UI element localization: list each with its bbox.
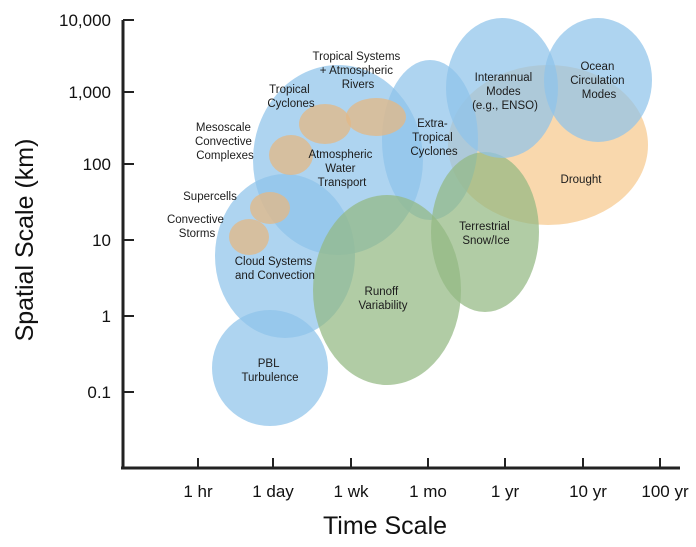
label-cloud-systems: Cloud Systems and Convection (235, 256, 316, 282)
label-interannual-modes: Interannual Modes (e.g., ENSO) (472, 72, 538, 112)
label-atmospheric-water-transport: Atmospheric Water Transport (308, 149, 375, 189)
x-tick-label: 1 wk (334, 482, 369, 501)
bubble-mesoscale-convective-complexes (269, 135, 313, 175)
bubble-tropical-cyclones (299, 104, 351, 144)
x-axis-title: Time Scale (323, 512, 447, 540)
bubble-runoff-variability (313, 195, 461, 385)
bubble-interannual-modes (446, 18, 558, 158)
label-drought: Drought (561, 174, 603, 186)
y-axis-title: Spatial Scale (km) (11, 139, 39, 342)
label-mesoscale-convective-complexes: Mesoscale Convective Complexes (195, 122, 255, 162)
bubble-tropical-systems (346, 98, 406, 136)
label-tropical-systems: Tropical Systems + Atmospheric Rivers (313, 51, 404, 91)
x-tick-labels: 1 hr 1 day 1 wk 1 mo 1 yr 10 yr 100 yr (183, 482, 689, 501)
y-tick-label: 10 (92, 231, 111, 250)
axes (121, 19, 680, 470)
x-tick-label: 10 yr (569, 482, 607, 501)
y-tick-label: 1,000 (68, 83, 111, 102)
bubble-ocean-circulation (544, 18, 652, 142)
y-tick-labels: 10,000 1,000 100 10 1 0.1 (59, 11, 111, 402)
x-tick-label: 1 mo (409, 482, 447, 501)
label-runoff-variability: Runoff Variability (359, 286, 408, 312)
label-ocean-circulation: Ocean Circulation Modes (570, 61, 628, 101)
label-tropical-cyclones: Tropical Cyclones (267, 84, 315, 110)
x-tick-label: 1 day (252, 482, 294, 501)
label-terrestrial-snow-ice: Terrestrial Snow/Ice (459, 221, 513, 247)
bubble-pbl-turbulence (212, 310, 328, 426)
bubble-labels: PBL Turbulence Cloud Systems and Convect… (167, 51, 628, 384)
bubble-terrestrial-snow-ice (431, 152, 539, 312)
label-extra-tropical-cyclones: Extra- Tropical Cyclones (410, 118, 458, 158)
label-convective-storms: Convective Storms (167, 214, 227, 240)
y-tick-label: 100 (83, 155, 111, 174)
y-tick-label: 10,000 (59, 11, 111, 30)
x-tick-label: 1 hr (183, 482, 213, 501)
y-tick-label: 1 (102, 307, 111, 326)
x-tick-label: 1 yr (491, 482, 520, 501)
x-tick-label: 100 yr (641, 482, 689, 501)
bubble-convective-storms (229, 219, 269, 255)
y-tick-label: 0.1 (87, 383, 111, 402)
bubbles-layer (212, 18, 652, 426)
label-pbl-turbulence: PBL Turbulence (241, 358, 298, 384)
bubble-supercells (250, 192, 290, 224)
label-supercells: Supercells (183, 191, 237, 203)
